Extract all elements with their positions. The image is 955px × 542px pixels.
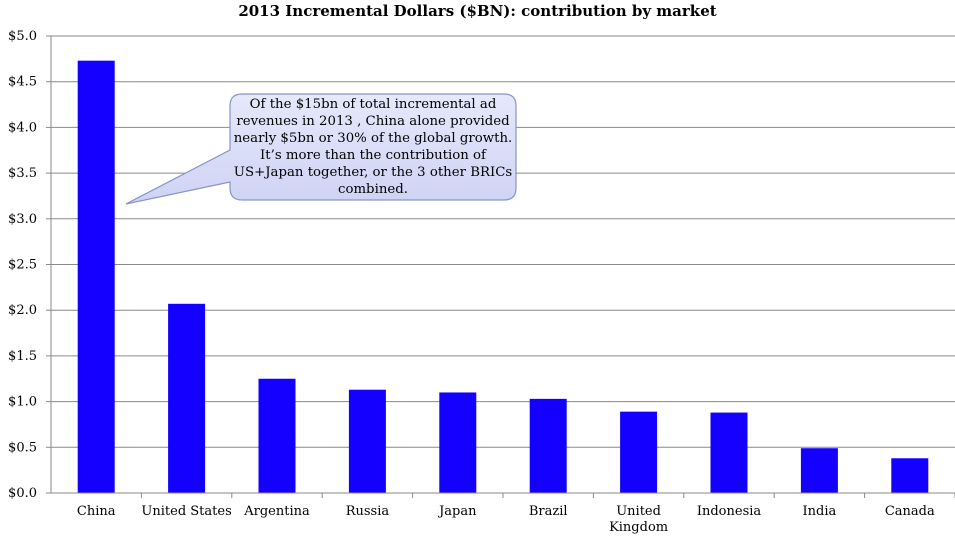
- y-tick-label: $3.0: [8, 212, 37, 227]
- bar-japan: [439, 392, 477, 493]
- x-tick-label: Argentina: [243, 504, 310, 519]
- bar-indonesia: [710, 412, 748, 493]
- y-tick-label: $1.5: [8, 349, 37, 364]
- y-tick-label: $4.5: [8, 75, 37, 90]
- annotation-callout: [125, 93, 517, 205]
- bar-united-states: [168, 303, 206, 493]
- annotation-text: Of the $15bn of total incremental ad rev…: [233, 97, 513, 197]
- x-tick-label: China: [77, 504, 116, 519]
- callout-bubble: [125, 93, 517, 205]
- bar-china: [77, 60, 115, 493]
- chart-title: 2013 Incremental Dollars ($BN): contribu…: [238, 2, 717, 20]
- x-tick-label: Indonesia: [697, 504, 762, 519]
- y-tick-label: $1.0: [8, 395, 37, 410]
- x-tick-label: India: [803, 504, 837, 519]
- x-tick-label: Brazil: [529, 504, 568, 519]
- y-tick-label: $2.0: [8, 303, 37, 318]
- bar-india: [800, 448, 838, 493]
- y-tick-label: $0.5: [8, 440, 37, 455]
- x-tick-label: Japan: [437, 504, 477, 519]
- y-tick-label: $0.0: [8, 486, 37, 501]
- x-tick-label: Canada: [885, 504, 935, 519]
- x-tick-label: Russia: [346, 504, 390, 519]
- y-tick-label: $2.5: [8, 258, 37, 273]
- bar-brazil: [529, 398, 567, 493]
- y-tick-label: $5.0: [8, 29, 37, 44]
- bar-united-kingdom: [620, 411, 658, 493]
- y-tick-label: $4.0: [8, 120, 37, 135]
- bar-russia: [348, 389, 386, 493]
- bar-canada: [891, 458, 929, 493]
- x-tick-label: United States: [141, 504, 231, 519]
- x-tick-label: United Kingdom: [609, 504, 668, 535]
- bar-argentina: [258, 378, 296, 493]
- y-tick-label: $3.5: [8, 166, 37, 181]
